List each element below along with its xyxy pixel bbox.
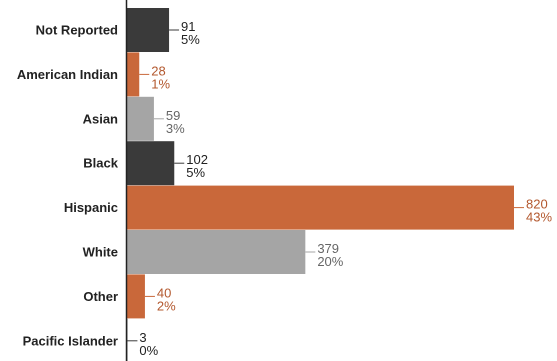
value-label: 102	[186, 152, 208, 167]
percent-label: 1%	[151, 76, 170, 91]
percent-label: 5%	[181, 32, 200, 47]
percent-label: 0%	[139, 343, 158, 358]
category-label: White	[83, 245, 118, 260]
value-label: 3	[139, 330, 146, 345]
category-label: American Indian	[17, 67, 118, 82]
bar-black	[126, 141, 175, 186]
value-label: 59	[166, 108, 180, 123]
bar-other	[126, 274, 145, 319]
value-label: 28	[151, 63, 165, 78]
percent-label: 5%	[186, 165, 205, 180]
percent-label: 43%	[526, 210, 552, 225]
percent-label: 20%	[317, 254, 343, 269]
value-label: 379	[317, 241, 339, 256]
category-label: Black	[83, 156, 118, 171]
bar-white	[126, 230, 306, 274]
value-label: 820	[526, 197, 548, 212]
bar-hispanic	[126, 185, 514, 230]
percent-label: 3%	[166, 121, 185, 136]
category-label: Hispanic	[64, 200, 118, 215]
category-label: Asian	[83, 111, 118, 126]
percent-label: 2%	[157, 298, 176, 313]
bar-not-reported	[126, 8, 170, 52]
value-label: 91	[181, 19, 195, 34]
bar-american-indian	[126, 52, 140, 97]
category-label: Not Reported	[36, 23, 118, 38]
category-label: Pacific Islander	[23, 333, 118, 348]
bar-asian	[126, 96, 154, 141]
category-label: Other	[83, 289, 118, 304]
value-label: 40	[157, 285, 171, 300]
